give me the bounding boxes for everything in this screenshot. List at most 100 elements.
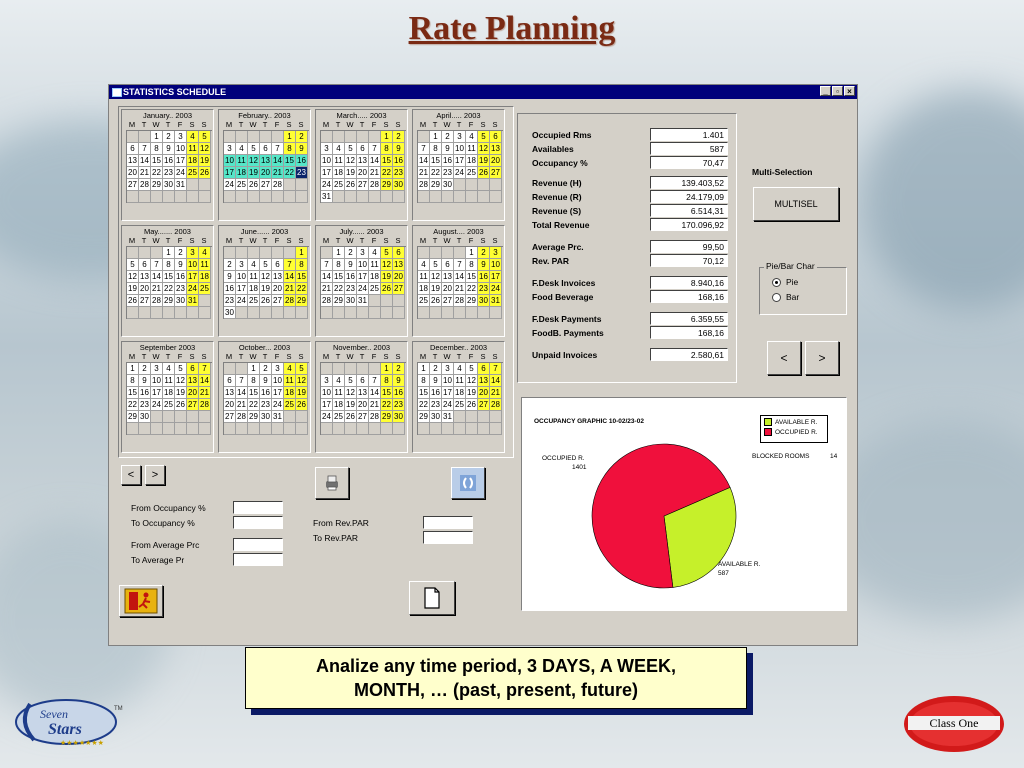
day-cell[interactable]: 19 [248, 167, 260, 179]
day-cell[interactable]: 26 [478, 167, 490, 179]
day-cell[interactable]: 1 [381, 131, 393, 143]
day-cell[interactable]: 1 [333, 247, 345, 259]
day-cell[interactable]: 1 [284, 131, 296, 143]
day-cell[interactable]: 5 [430, 259, 442, 271]
day-cell[interactable]: 5 [296, 363, 308, 375]
day-cell[interactable]: 8 [248, 375, 260, 387]
day-cell[interactable]: 31 [175, 179, 187, 191]
day-cell[interactable]: 26 [466, 399, 478, 411]
day-cell[interactable]: 24 [272, 399, 284, 411]
day-cell[interactable]: 8 [163, 259, 175, 271]
day-cell[interactable]: 14 [369, 387, 381, 399]
calendar-prev-button[interactable]: < [121, 465, 141, 485]
day-cell[interactable]: 16 [345, 271, 357, 283]
day-cell[interactable]: 2 [139, 363, 151, 375]
day-cell[interactable]: 19 [466, 387, 478, 399]
day-cell[interactable]: 22 [284, 167, 296, 179]
day-cell[interactable]: 14 [199, 375, 211, 387]
day-cell[interactable]: 29 [151, 179, 163, 191]
day-cell[interactable]: 2 [260, 363, 272, 375]
day-cell[interactable]: 22 [248, 399, 260, 411]
day-cell[interactable]: 6 [272, 259, 284, 271]
day-cell[interactable]: 7 [199, 363, 211, 375]
day-cell[interactable]: 26 [430, 295, 442, 307]
day-cell[interactable]: 6 [260, 143, 272, 155]
day-cell[interactable]: 16 [163, 155, 175, 167]
day-cell[interactable]: 17 [442, 387, 454, 399]
day-cell[interactable]: 4 [163, 363, 175, 375]
day-cell[interactable]: 28 [236, 411, 248, 423]
day-cell[interactable]: 29 [418, 411, 430, 423]
day-cell[interactable]: 8 [381, 375, 393, 387]
day-cell[interactable]: 14 [139, 155, 151, 167]
day-cell[interactable]: 1 [466, 247, 478, 259]
print-button[interactable] [315, 467, 349, 499]
day-cell[interactable]: 28 [284, 295, 296, 307]
day-cell[interactable]: 18 [163, 387, 175, 399]
day-cell[interactable]: 13 [393, 259, 405, 271]
day-cell[interactable]: 29 [466, 295, 478, 307]
day-cell[interactable]: 10 [224, 155, 236, 167]
day-cell[interactable]: 21 [321, 283, 333, 295]
day-cell[interactable]: 2 [175, 247, 187, 259]
day-cell[interactable]: 3 [151, 363, 163, 375]
day-cell[interactable]: 23 [345, 283, 357, 295]
calendar-next-button[interactable]: > [145, 465, 165, 485]
day-cell[interactable]: 3 [321, 375, 333, 387]
day-cell[interactable]: 22 [430, 167, 442, 179]
day-cell[interactable]: 22 [333, 283, 345, 295]
day-cell[interactable]: 11 [284, 375, 296, 387]
day-cell[interactable]: 11 [454, 375, 466, 387]
day-cell[interactable]: 30 [430, 411, 442, 423]
day-cell[interactable]: 27 [187, 399, 199, 411]
day-cell[interactable]: 25 [454, 399, 466, 411]
day-cell[interactable]: 9 [430, 375, 442, 387]
day-cell[interactable]: 8 [418, 375, 430, 387]
day-cell[interactable]: 4 [466, 131, 478, 143]
day-cell[interactable]: 5 [248, 143, 260, 155]
day-cell[interactable]: 6 [357, 143, 369, 155]
day-cell[interactable]: 6 [490, 131, 502, 143]
day-cell[interactable]: 21 [454, 283, 466, 295]
day-cell[interactable]: 22 [151, 167, 163, 179]
day-cell[interactable]: 31 [272, 411, 284, 423]
day-cell[interactable]: 11 [187, 143, 199, 155]
day-cell[interactable]: 4 [284, 363, 296, 375]
day-cell[interactable]: 6 [224, 375, 236, 387]
new-document-button[interactable] [409, 581, 455, 615]
day-cell[interactable]: 15 [151, 155, 163, 167]
day-cell[interactable]: 9 [163, 143, 175, 155]
day-cell[interactable]: 21 [151, 283, 163, 295]
day-cell[interactable]: 17 [151, 387, 163, 399]
day-cell[interactable]: 4 [248, 259, 260, 271]
day-cell[interactable]: 24 [442, 399, 454, 411]
day-cell[interactable]: 18 [418, 283, 430, 295]
day-cell[interactable]: 6 [393, 247, 405, 259]
day-cell[interactable]: 18 [199, 271, 211, 283]
day-cell[interactable]: 28 [454, 295, 466, 307]
day-cell[interactable]: 4 [199, 247, 211, 259]
day-cell[interactable]: 6 [127, 143, 139, 155]
day-cell[interactable]: 8 [296, 259, 308, 271]
day-cell[interactable]: 30 [224, 307, 236, 319]
day-cell[interactable]: 10 [321, 387, 333, 399]
day-cell[interactable]: 2 [393, 131, 405, 143]
day-cell[interactable]: 27 [127, 179, 139, 191]
day-cell[interactable]: 17 [321, 399, 333, 411]
day-cell[interactable]: 24 [454, 167, 466, 179]
day-cell[interactable]: 5 [260, 259, 272, 271]
day-cell[interactable]: 4 [333, 143, 345, 155]
day-cell[interactable]: 11 [418, 271, 430, 283]
day-cell[interactable]: 12 [345, 387, 357, 399]
day-cell[interactable]: 24 [187, 283, 199, 295]
exit-button[interactable] [119, 585, 163, 617]
day-cell[interactable]: 24 [224, 179, 236, 191]
day-cell[interactable]: 20 [272, 283, 284, 295]
day-cell[interactable]: 23 [393, 399, 405, 411]
day-cell[interactable]: 5 [127, 259, 139, 271]
day-cell[interactable]: 20 [260, 167, 272, 179]
day-cell[interactable]: 12 [430, 271, 442, 283]
day-cell[interactable]: 17 [272, 387, 284, 399]
day-cell[interactable]: 27 [272, 295, 284, 307]
day-cell[interactable]: 1 [296, 247, 308, 259]
